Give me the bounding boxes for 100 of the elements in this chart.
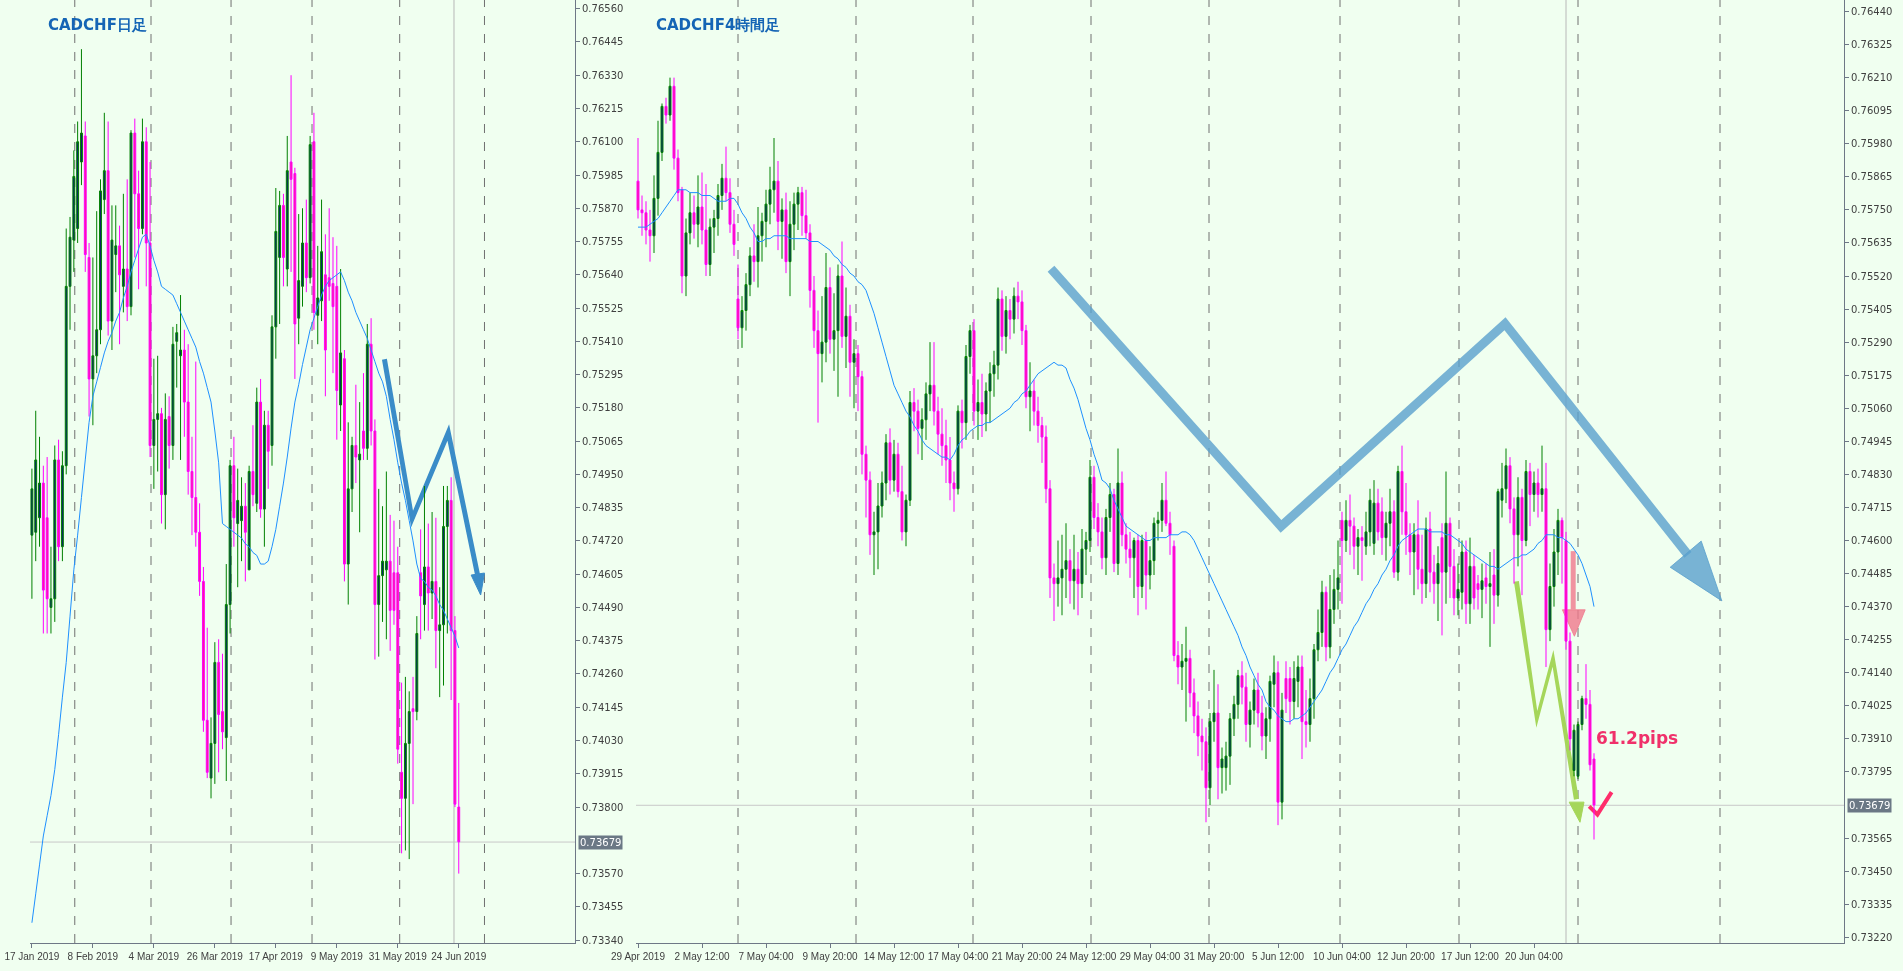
candlestick: [1412, 522, 1416, 596]
y-tick-label: 0.76445: [582, 36, 624, 48]
candlestick: [1472, 554, 1476, 610]
candlestick: [110, 204, 114, 351]
y-tick-label: 0.76325: [1851, 39, 1893, 51]
x-tick-label: 26 Mar 2019: [186, 951, 244, 962]
candlestick: [1116, 448, 1120, 576]
candlestick: [243, 482, 247, 582]
candlestick: [776, 160, 780, 251]
candlestick: [160, 407, 163, 525]
x-tick-label: 17 Jun 12:00: [1441, 951, 1500, 962]
candlestick: [1372, 479, 1376, 556]
candlestick: [976, 379, 980, 441]
line-series: [637, 189, 1595, 723]
y-tick-label: 0.76560: [582, 3, 624, 15]
candlestick: [411, 676, 415, 805]
y-tick-label: 0.76095: [1851, 105, 1893, 117]
candlestick: [285, 135, 289, 287]
candlestick: [1076, 551, 1080, 616]
y-tick-label: 0.75410: [582, 335, 624, 347]
x-tick-label: 4 Mar 2019: [128, 951, 180, 962]
candlestick: [1356, 528, 1360, 576]
y-tick-label: 0.74835: [582, 502, 624, 514]
y-tick-label: 0.74490: [582, 601, 624, 613]
x-tick-label: 7 May 04:00: [738, 951, 794, 962]
candlestick: [1484, 563, 1488, 605]
candlestick: [217, 638, 221, 773]
candlestick: [434, 517, 438, 669]
candlestick: [1344, 499, 1348, 553]
y-tick-label: 0.75290: [1851, 336, 1893, 348]
y-tick-label: 0.76100: [582, 136, 624, 148]
candlestick: [828, 266, 832, 355]
candlestick: [1424, 517, 1428, 599]
text: CADCHF4時間足: [656, 16, 781, 34]
candlestick: [1544, 462, 1548, 668]
y-tick-label: 0.74260: [582, 668, 624, 680]
y-tick-label: 0.74600: [1851, 535, 1893, 546]
candlestick: [1028, 361, 1032, 432]
y-tick-label: 0.74255: [1851, 634, 1893, 646]
y-tick-label: 0.75060: [1851, 402, 1893, 414]
candlestick: [1012, 287, 1016, 334]
candlestick: [1524, 459, 1528, 547]
y-tick-label: 0.75640: [582, 269, 624, 281]
candlestick: [1540, 445, 1544, 513]
candlestick: [251, 424, 255, 507]
candlestick: [236, 468, 240, 588]
candlestick: [1000, 289, 1004, 352]
y-tick-label: 0.75520: [1851, 270, 1893, 282]
candlestick: [668, 77, 672, 122]
candlestick: [1488, 551, 1492, 648]
candlestick: [179, 294, 182, 461]
candlestick: [365, 323, 369, 461]
y-tick-label: 0.73450: [1851, 865, 1893, 877]
candlestick: [1132, 537, 1136, 599]
candlestick: [1004, 295, 1008, 355]
candlestick: [1444, 471, 1448, 605]
candlestick: [1008, 298, 1012, 340]
y-tick-label: 0.76440: [1851, 6, 1893, 17]
candlestick: [342, 349, 346, 582]
x-tick-label: 24 Jun 2019: [431, 951, 487, 962]
candlestick: [125, 178, 129, 322]
candlestick: [1520, 488, 1524, 596]
y-tick-label: 0.73800: [582, 801, 624, 813]
candlestick: [423, 485, 426, 632]
candlestick: [1216, 683, 1220, 800]
x-tick-label: 20 Jun 04:00: [1505, 951, 1564, 962]
y-tick-label: 0.75295: [582, 369, 624, 381]
x-tick-label: 24 May 12:00: [1055, 951, 1117, 962]
candlestick: [972, 318, 976, 426]
candlestick: [419, 528, 423, 640]
x-tick-label: 17 May 04:00: [927, 951, 989, 962]
candlestick: [892, 439, 896, 493]
candlestick: [232, 436, 236, 548]
line-series: [31, 233, 460, 924]
y-tick-label: 0.74715: [1851, 501, 1893, 513]
candlestick: [282, 193, 285, 287]
y-tick-label: 0.76330: [582, 69, 624, 81]
y-tick-label: 0.76215: [582, 102, 624, 114]
x-tick-label: 10 Jun 04:00: [1313, 951, 1372, 962]
y-tick-label: 0.73335: [1851, 898, 1893, 910]
candlestick: [848, 304, 852, 398]
candlestick: [1276, 660, 1280, 826]
candlestick: [259, 378, 263, 519]
candlestick: [1516, 476, 1520, 567]
candlestick: [118, 225, 121, 345]
candlestick: [1392, 499, 1396, 579]
candlestick: [312, 112, 316, 331]
candlestick: [167, 395, 171, 470]
y-tick-label: 0.73795: [1851, 766, 1893, 778]
candlestick: [1572, 724, 1576, 777]
x-tick-label: 21 May 20:00: [991, 951, 1053, 962]
candlestick: [1136, 534, 1140, 616]
candlestick: [171, 326, 175, 461]
candlestick: [844, 287, 848, 369]
candlestick: [960, 399, 964, 449]
y-tick-label: 0.74830: [1851, 468, 1893, 480]
y-tick-label: 0.74145: [582, 701, 624, 713]
candlestick: [141, 118, 144, 235]
candlestick: [1140, 534, 1144, 599]
candlestick: [1292, 660, 1296, 720]
